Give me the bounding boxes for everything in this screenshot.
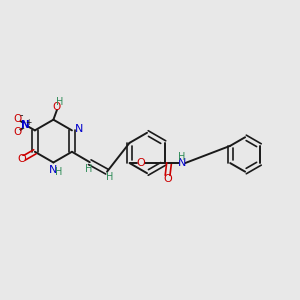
FancyBboxPatch shape xyxy=(19,156,25,162)
FancyBboxPatch shape xyxy=(76,127,82,132)
FancyBboxPatch shape xyxy=(138,160,144,166)
Text: O: O xyxy=(136,158,145,168)
Text: H: H xyxy=(85,164,92,174)
Text: O: O xyxy=(163,173,172,184)
FancyBboxPatch shape xyxy=(46,167,55,172)
Text: H: H xyxy=(55,167,62,177)
Text: -: - xyxy=(20,110,23,120)
FancyBboxPatch shape xyxy=(22,122,28,128)
Text: O: O xyxy=(17,154,26,164)
FancyBboxPatch shape xyxy=(180,155,184,159)
Text: H: H xyxy=(178,152,186,162)
Text: O: O xyxy=(13,114,21,124)
Text: N: N xyxy=(21,120,30,130)
Text: O: O xyxy=(52,102,61,112)
Text: +: + xyxy=(26,118,32,127)
FancyBboxPatch shape xyxy=(53,105,59,110)
Text: H: H xyxy=(106,172,114,182)
FancyBboxPatch shape xyxy=(86,167,91,171)
Text: N: N xyxy=(178,158,186,168)
FancyBboxPatch shape xyxy=(108,175,112,179)
Text: N: N xyxy=(49,165,58,175)
FancyBboxPatch shape xyxy=(14,130,20,135)
Text: H: H xyxy=(56,97,64,107)
FancyBboxPatch shape xyxy=(14,116,20,121)
Text: O: O xyxy=(13,127,21,137)
FancyBboxPatch shape xyxy=(179,160,185,166)
FancyBboxPatch shape xyxy=(58,100,62,104)
FancyBboxPatch shape xyxy=(56,169,61,174)
FancyBboxPatch shape xyxy=(165,176,170,181)
Text: N: N xyxy=(75,124,83,134)
